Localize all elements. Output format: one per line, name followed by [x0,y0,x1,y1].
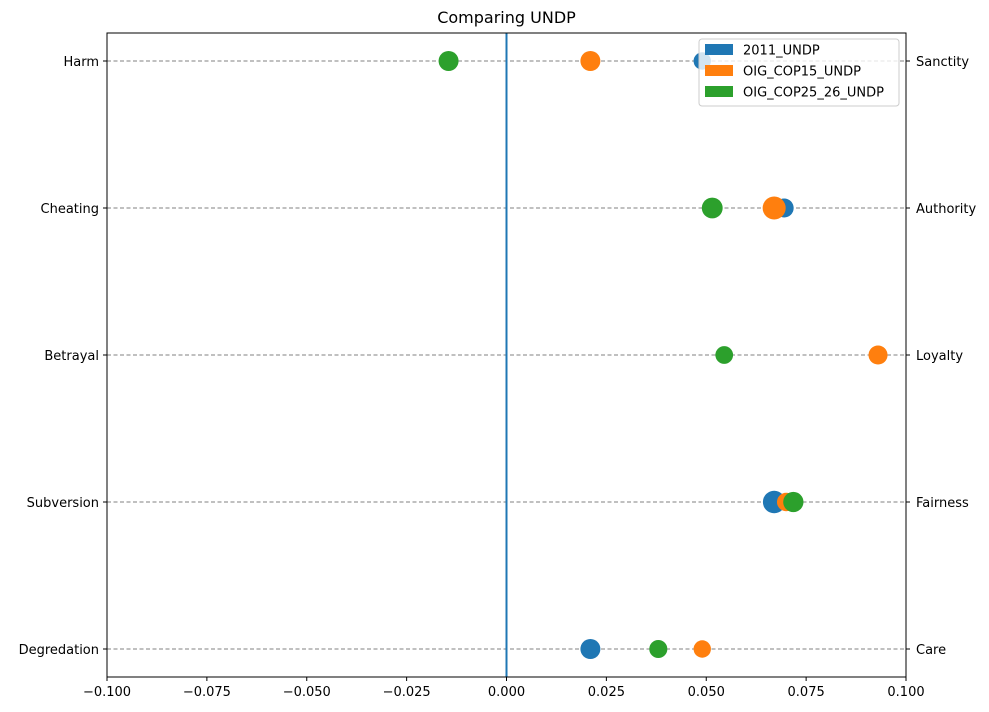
left-category-label: Betrayal [44,349,99,364]
legend-label: OIG_COP25_26_UNDP [743,86,884,101]
x-tick-label: 0.025 [588,685,625,700]
chart-title: Comparing UNDP [437,8,576,27]
right-category-label: Sanctity [916,55,969,70]
data-point [580,639,601,659]
x-tick-label: 0.075 [788,685,825,700]
data-point [438,51,459,71]
data-points [438,51,888,659]
legend-swatch [705,44,733,55]
right-category-label: Authority [916,202,976,217]
right-category-label: Loyalty [916,349,963,364]
data-point [649,639,668,659]
x-tick-label: 0.050 [688,685,725,700]
data-point [701,197,723,219]
data-point [580,51,601,71]
legend-label: OIG_COP15_UNDP [743,65,861,80]
legend-swatch [705,86,733,97]
x-axis-ticks: −0.100 −0.075 −0.050 −0.025 0.000 0.025 0.050 0… [83,677,925,700]
left-category-label: Harm [63,55,99,70]
x-tick-label: 0.100 [887,685,924,700]
left-category-label: Degredation [19,643,99,658]
right-category-label: Care [916,643,946,658]
data-point [783,491,804,513]
legend-box [698,38,900,107]
x-tick-label: 0.000 [488,685,525,700]
data-point [868,345,888,365]
data-point [762,196,786,220]
left-axis-labels: Harm Cheating Betrayal Subversion Degredatio… [19,55,107,658]
x-tick-label: −0.075 [183,685,231,700]
legend-swatch [705,65,733,76]
legend: 2011_UNDP OIG_COP15_UNDP OIG_COP25_26_UNDP [698,38,900,107]
x-tick-label: −0.100 [83,685,131,700]
left-category-label: Subversion [27,496,99,511]
right-axis-labels: Sanctity Authority Loyalty Fairness Care [906,55,976,658]
x-tick-label: −0.025 [383,685,431,700]
left-category-label: Cheating [41,202,99,217]
data-point [693,640,711,658]
legend-label: 2011_UNDP [743,44,820,59]
right-category-label: Fairness [916,496,969,511]
data-point [715,346,734,364]
x-tick-label: −0.050 [283,685,331,700]
